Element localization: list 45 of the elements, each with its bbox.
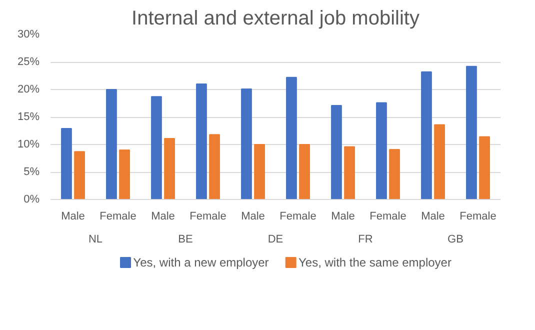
bar [209,134,220,200]
bar [61,128,72,200]
bar [376,102,387,200]
bar [74,151,85,200]
legend-label: Yes, with the same employer [298,256,452,270]
x-tick-label: Male [61,210,85,222]
bar [331,104,342,200]
bar [151,96,162,200]
bar [241,88,252,200]
x-tick-label: Male [241,210,265,222]
x-tick-label: Female [100,210,136,222]
y-tick-label: 30% [17,28,40,40]
text: NL [88,234,103,246]
bar [344,146,355,200]
text: GB [448,234,464,246]
text: FR [358,234,373,246]
bar [286,76,297,200]
x-tick-label: Male [421,210,445,222]
y-tick-label: 0% [24,194,40,206]
bar [119,150,130,200]
bar [254,144,265,200]
bar [434,124,445,200]
y-tick-label: 20% [17,84,40,96]
x-tick-label: Male [331,210,355,222]
bar [466,66,477,200]
bar [106,89,117,200]
bar [299,144,310,200]
x-tick-label: Female [370,210,406,222]
x-tick-label: Female [280,210,316,222]
bar [421,71,432,200]
y-tick-label: 5% [24,166,40,178]
x-tick-label: Female [460,210,496,222]
bar [196,84,207,200]
y-tick-label: 15% [17,111,40,123]
chart-title: Internal and external job mobility [132,8,420,30]
legend-label: Yes, with a new employer [133,256,269,270]
text: DE [268,234,284,246]
bar [389,148,400,200]
x-tick-label: Female [190,210,226,222]
y-tick-label: 25% [17,56,40,68]
y-tick-label: 10% [17,138,40,150]
x-tick-label: Male [151,210,175,222]
bar [164,138,175,200]
bar [479,136,490,200]
text: BE [178,234,193,246]
